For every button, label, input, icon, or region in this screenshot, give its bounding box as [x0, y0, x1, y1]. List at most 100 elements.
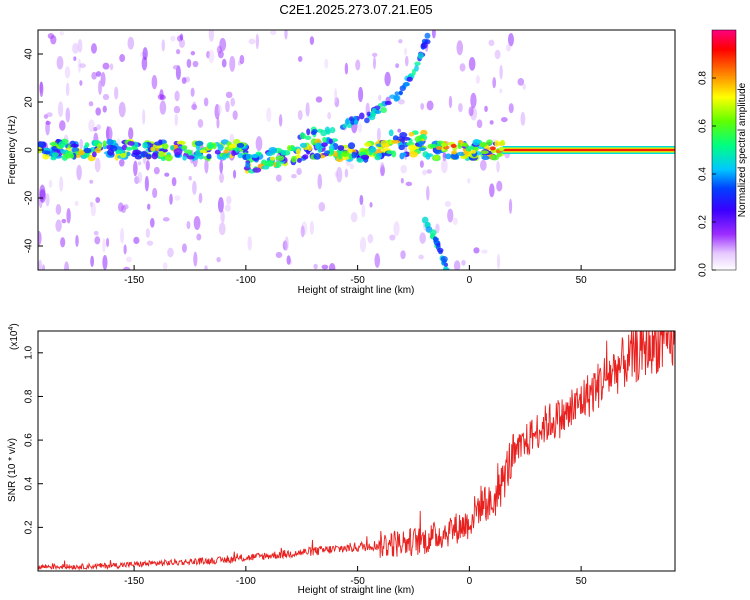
spectrogram-x-tick-label: 50 — [576, 275, 588, 286]
spectrogram-noise-cell — [400, 165, 408, 174]
colorbar-tick-label: 0.0 — [698, 263, 709, 277]
spectrogram-noise-cell — [448, 95, 453, 109]
spectrogram-band-cell — [291, 155, 297, 163]
spectrogram-noise-cell — [193, 251, 198, 267]
spectrogram-band-cell — [38, 141, 46, 148]
spectrogram-noise-cell — [193, 215, 201, 231]
spectrogram-noise-cell — [145, 160, 150, 171]
spectrogram-band-cell — [194, 140, 204, 146]
spectrogram-noise-cell — [216, 117, 220, 129]
snr-series-line — [38, 331, 675, 571]
spectrogram-noise-cell — [380, 164, 385, 177]
spectrogram-noise-cell — [39, 81, 43, 94]
spectrogram-noise-cell — [79, 63, 86, 69]
spectrogram-noise-cell — [102, 62, 110, 70]
spectrogram-upper-branch-cell — [403, 82, 410, 87]
spectrogram-upper-branch-cell — [384, 100, 392, 106]
spectrogram-x-tick-label: -50 — [350, 275, 365, 286]
spectrogram-band-cell — [223, 149, 229, 154]
spectrogram-noise-cell — [128, 127, 134, 140]
spectrogram-band-cell — [313, 153, 322, 160]
spectrogram-noise-cell — [161, 39, 166, 52]
snr-frame — [37, 330, 676, 572]
spectrogram-band-cell — [337, 145, 345, 151]
spectrogram-noise-cell — [494, 49, 501, 60]
spectrogram-noise-cell — [48, 179, 53, 188]
spectrogram-band-cell — [49, 141, 58, 146]
spectrogram-band-cell — [102, 140, 107, 147]
spectrogram-band-cell — [127, 141, 135, 146]
spectrogram-noise-cell — [90, 43, 97, 54]
spectrogram-noise-cell — [150, 217, 155, 228]
colorbar-ticks: 0.0 0.2 0.4 0.6 0.8 — [698, 71, 716, 277]
spectrogram-band-cell — [181, 145, 188, 150]
spectrogram-noise-cell — [45, 193, 50, 207]
spectrogram-noise-cell — [109, 63, 114, 71]
spectrogram-band-cell — [50, 156, 57, 161]
spectrogram-noise-cell — [232, 169, 237, 179]
spectrogram-noise-cell — [468, 106, 474, 117]
spectrogram-noise-cell — [142, 47, 148, 61]
spectrogram-noise-cell — [55, 204, 62, 215]
spectrogram-noise-cell — [247, 236, 253, 251]
spectrogram-noise-cell — [72, 42, 79, 54]
spectrogram-noise-cell — [74, 200, 79, 207]
spectrogram-noise-cell — [400, 250, 406, 260]
spectrogram-y-axis-label: Frequency (Hz) — [7, 116, 18, 185]
spectrogram-band-cell — [186, 155, 195, 160]
spectrogram-noise-cell — [65, 82, 70, 97]
spectrogram-noise-cell — [389, 234, 396, 241]
spectrogram-band-cell — [176, 140, 186, 145]
spectrogram-x-tick-label: -100 — [236, 275, 256, 286]
spectrogram-band-cell — [120, 152, 127, 159]
spectrogram-noise-cell — [102, 255, 108, 270]
spectrogram-y-ticks: -40 -20 0 20 40 — [24, 48, 43, 253]
spectrogram-noise-cell — [229, 55, 236, 72]
spectrogram-noise-cell — [159, 94, 166, 101]
spectrogram-noise-cell — [349, 163, 355, 170]
spectrogram-upper-branch-cell — [344, 118, 350, 125]
spectrogram-noise-cell — [173, 105, 181, 114]
spectrogram-noise-cell — [88, 119, 95, 133]
spectrogram-noise-cell — [297, 55, 303, 63]
spectrogram-noise-cell — [45, 120, 51, 126]
spectrogram-noise-cell — [120, 227, 125, 244]
spectrogram-noise-cell — [480, 159, 487, 171]
spectrogram-noise-cell — [369, 202, 373, 208]
spectrogram-noise-cell — [170, 35, 176, 42]
spectrogram-noise-cell — [192, 180, 197, 195]
spectrogram-noise-cell — [133, 160, 138, 177]
spectrogram-band-cell — [217, 144, 224, 152]
spectrogram-noise-cell — [90, 202, 96, 217]
spectrogram-noise-cell — [167, 247, 174, 258]
spectrogram-noise-cell — [309, 220, 315, 235]
spectrogram-noise-cell — [397, 99, 405, 105]
figure-title: C2E1.2025.273.07.21.E05 — [279, 2, 432, 17]
spectrogram-noise-cell — [452, 217, 458, 226]
snr-x-tick-label: 50 — [576, 576, 588, 587]
spectrogram-noise-cell — [91, 71, 97, 80]
spectrogram-band-cell — [231, 150, 236, 157]
spectrogram-band-cell — [401, 136, 411, 141]
spectrogram-band-cell — [500, 139, 505, 146]
spectrogram-noise-cell — [506, 44, 511, 52]
spectrogram-y-tick-label: 40 — [24, 48, 35, 60]
spectrogram-hotspot-cell — [450, 143, 457, 148]
spectrogram-noise-cell — [522, 83, 527, 90]
spectrogram-noise-cell — [344, 62, 349, 75]
spectrogram-upper-branch-cell — [299, 132, 306, 140]
spectrogram-noise-cell — [137, 161, 142, 166]
spectrogram-noise-cell — [95, 196, 101, 203]
spectrogram-band-cell — [409, 151, 419, 158]
spectrogram-upper-branch-cell — [417, 52, 424, 60]
spectrogram-band-cell — [132, 149, 142, 156]
spectrogram-band-cell — [342, 150, 350, 157]
spectrogram-band-cell — [51, 145, 58, 152]
spectrogram-band-cell — [164, 154, 173, 162]
spectrogram-noise-cell — [142, 109, 146, 125]
spectrogram-noise-cell — [284, 236, 289, 251]
snr-y-multiplier: (x104) — [8, 323, 20, 350]
spectrogram-band-cell — [490, 154, 500, 161]
spectrogram-band-cell — [280, 149, 286, 156]
spectrogram-upper-branch-cell — [353, 119, 359, 125]
